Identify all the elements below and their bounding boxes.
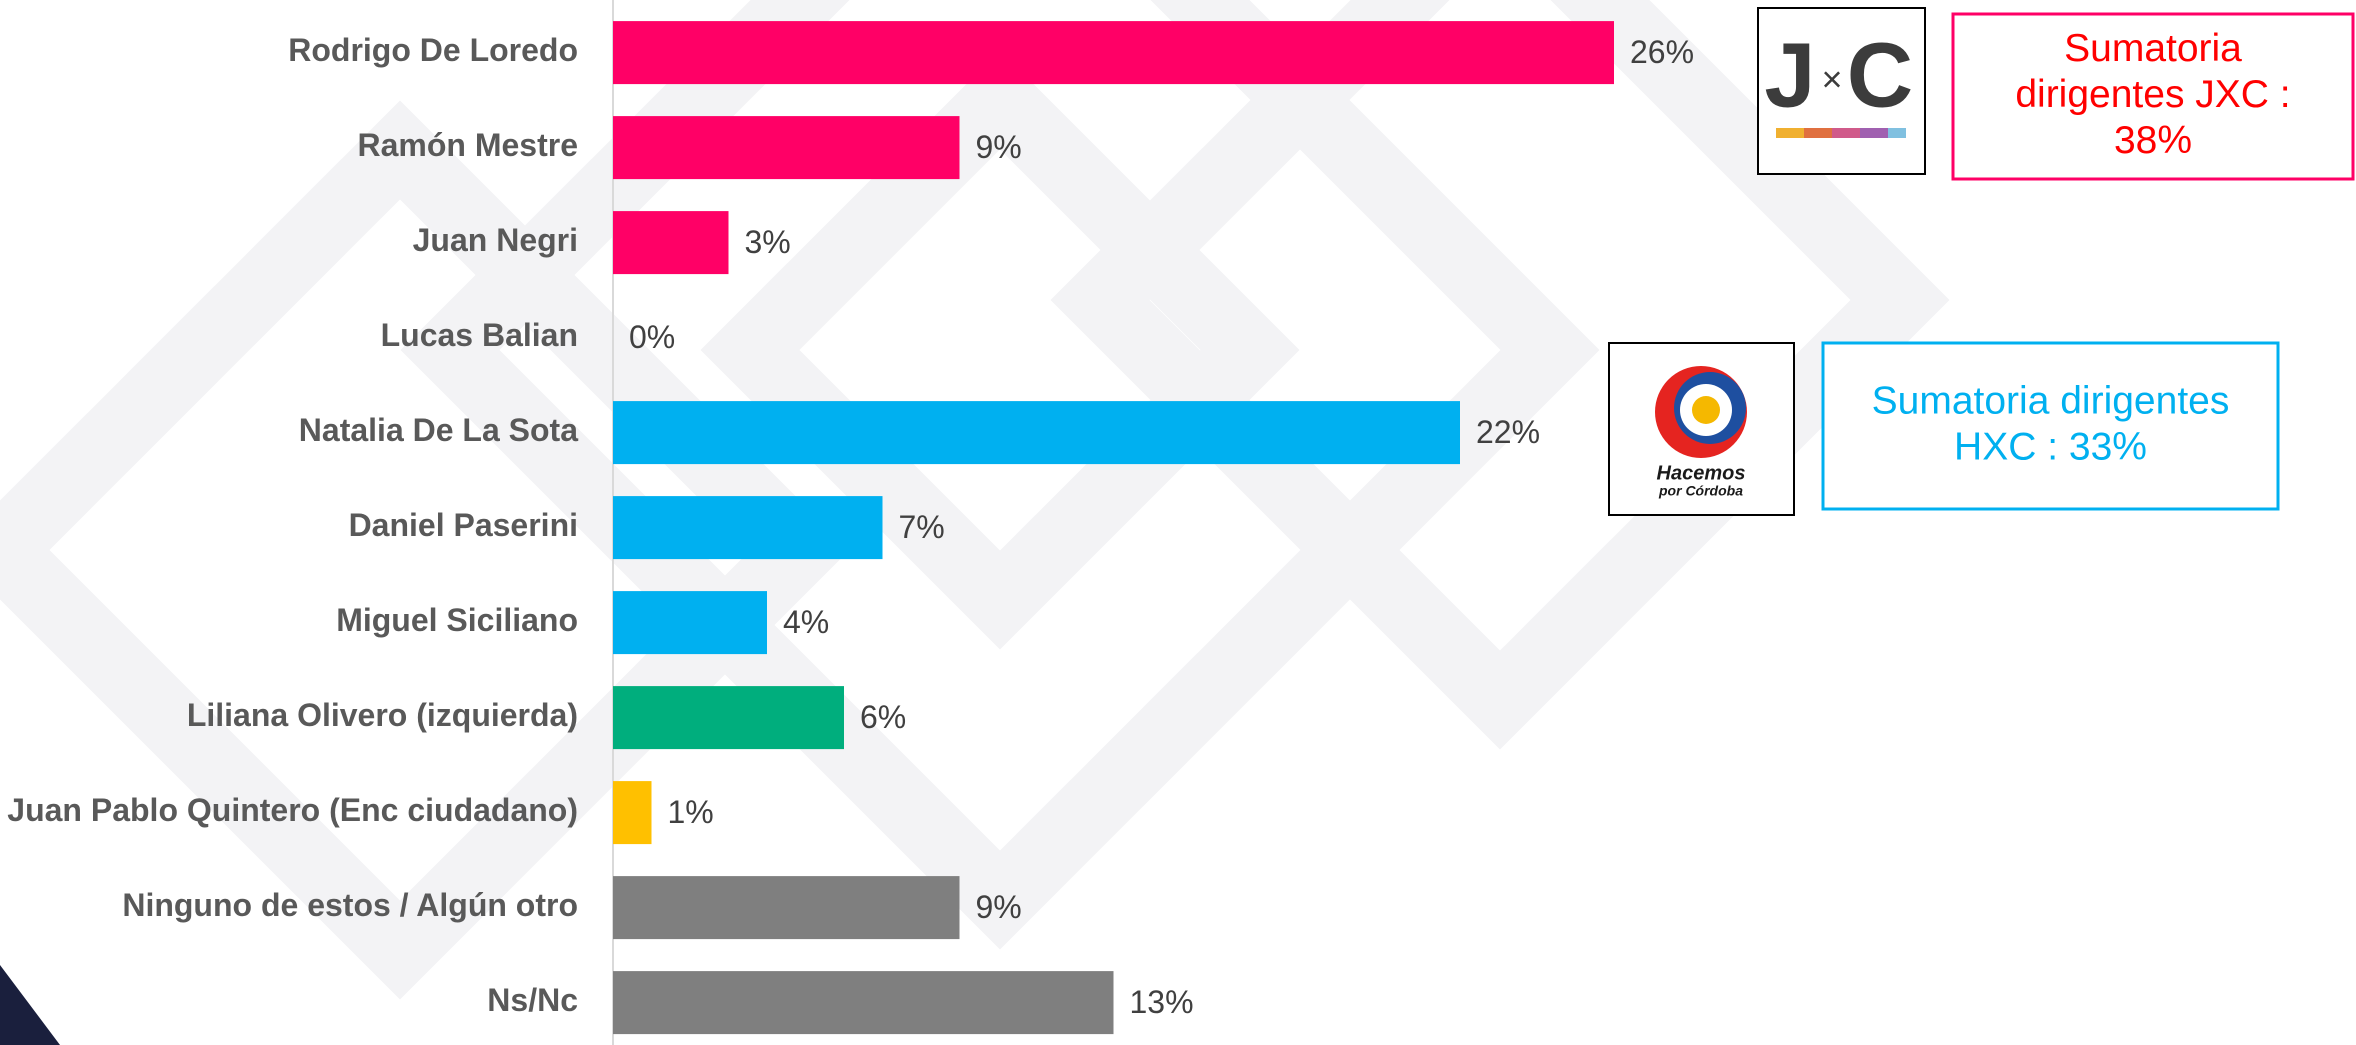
value-label: 7% — [899, 509, 945, 545]
category-label: Ramón Mestre — [358, 127, 579, 163]
logo-letter: J — [1764, 24, 1815, 126]
annotation-box — [1821, 341, 2280, 511]
category-label: Juan Negri — [413, 222, 578, 258]
bar — [613, 401, 1460, 465]
annotation-text: 38% — [2114, 119, 2192, 162]
category-label: Ninguno de estos / Algún otro — [122, 887, 578, 923]
logo-letter: C — [1847, 24, 1913, 126]
logo-stripe — [1776, 128, 1906, 138]
annotation-text: Sumatoria dirigentes — [1872, 379, 2230, 422]
bar — [613, 781, 652, 845]
category-label: Liliana Olivero (izquierda) — [187, 697, 578, 733]
logo-emblem — [1692, 396, 1720, 424]
value-label: 13% — [1130, 984, 1194, 1020]
value-label: 0% — [629, 319, 675, 355]
value-label: 3% — [745, 224, 791, 260]
bar — [613, 591, 767, 655]
logo-letter: × — [1821, 59, 1842, 100]
logo-text: Hacemos — [1657, 462, 1746, 484]
category-label: Juan Pablo Quintero (Enc ciudadano) — [7, 792, 578, 828]
logo-text: por Córdoba — [1658, 483, 1743, 499]
category-label: Daniel Paserini — [349, 507, 578, 543]
category-label: Miguel Siciliano — [336, 602, 578, 638]
bar — [613, 686, 844, 750]
value-label: 1% — [668, 794, 714, 830]
bar — [613, 876, 960, 940]
annotation-box — [1951, 12, 2355, 181]
corner-decoration — [0, 965, 60, 1045]
value-label: 9% — [976, 129, 1022, 165]
value-label: 22% — [1476, 414, 1540, 450]
category-label: Rodrigo De Loredo — [288, 32, 578, 68]
annotation-text: HXC : 33% — [1954, 425, 2147, 468]
bar — [613, 496, 883, 560]
bar — [613, 116, 960, 180]
value-label: 26% — [1630, 34, 1694, 70]
bar — [613, 211, 729, 275]
bar — [613, 971, 1114, 1035]
annotation-text: dirigentes JXC : — [2015, 73, 2290, 116]
value-label: 4% — [783, 604, 829, 640]
value-label: 9% — [976, 889, 1022, 925]
category-label: Lucas Balian — [381, 317, 578, 353]
category-label: Natalia De La Sota — [299, 412, 578, 448]
value-label: 6% — [860, 699, 906, 735]
logo-box — [1757, 7, 1926, 175]
bar — [613, 21, 1614, 85]
annotation-text: Sumatoria — [2064, 27, 2242, 70]
category-label: Ns/Nc — [487, 982, 578, 1018]
